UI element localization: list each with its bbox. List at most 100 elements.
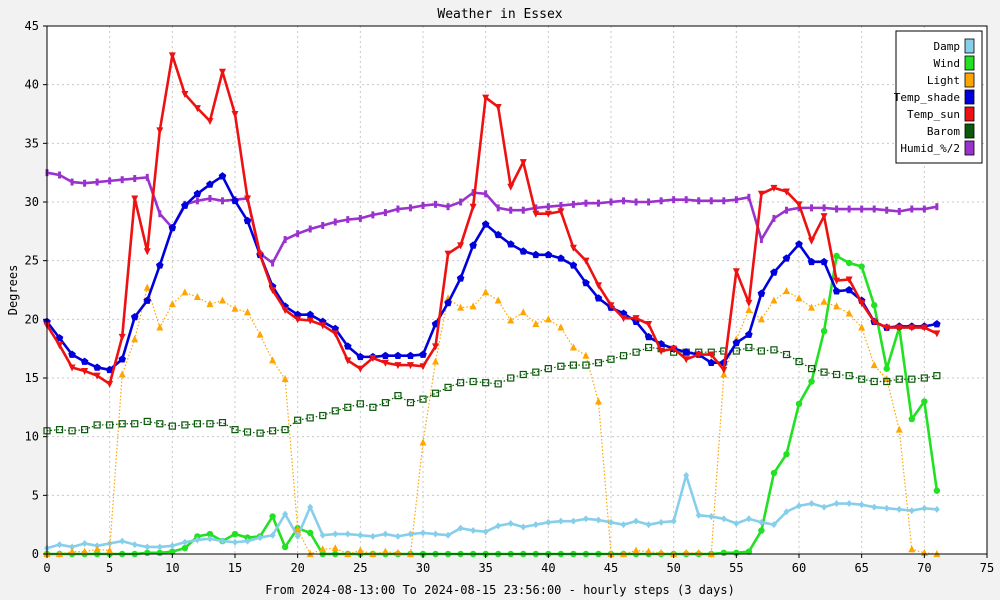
data-point-barom [469,377,477,386]
data-point-damp [570,517,577,525]
data-point-light [206,300,214,308]
data-point-wind [820,327,828,335]
data-point-damp [858,501,865,509]
data-point-temp-shade [557,254,565,262]
data-point-temp-shade [331,324,340,333]
x-tick-label: 65 [854,561,868,575]
data-point-humid-2 [346,216,350,224]
data-point-wind [144,549,151,557]
data-point-damp [908,507,915,515]
data-point-barom [644,343,653,352]
data-point-humid-2 [58,171,62,179]
legend-label-wind: Wind [934,57,961,70]
data-point-humid-2 [609,198,613,206]
data-point-temp-shade [770,268,778,276]
data-point-wind [833,252,840,260]
data-point-temp-shade [118,355,126,363]
data-point-humid-2 [784,206,788,214]
axis-ticks: 0 5 10 15 20 25 30 35 40 45 50 55 60 65 70 75 0 5 10 15 20 25… [25,19,995,575]
data-point-damp [846,500,853,508]
data-point-light [532,320,540,328]
data-point-temp-sun [620,315,628,323]
data-point-barom [494,380,502,388]
data-point-temp-sun [469,203,477,211]
data-point-temp-shade [55,334,64,342]
data-point-temp-sun [557,208,565,216]
data-point-temp-shade [644,332,653,341]
data-point-barom [870,377,878,386]
data-point-temp-sun [344,357,352,365]
data-point-damp [796,502,802,510]
data-point-humid-2 [571,200,575,208]
data-point-damp [733,519,740,527]
data-point-light [770,296,778,304]
data-point-temp-shade [933,320,941,328]
data-point-humid-2 [145,173,149,181]
data-point-wind [231,530,239,538]
data-point-light [895,425,903,433]
data-point-humid-2 [158,210,162,218]
data-point-temp-sun [607,302,615,310]
data-point-barom [68,427,76,435]
data-point-temp-shade [344,342,352,350]
data-point-humid-2 [772,214,776,222]
data-point-damp [608,518,614,526]
data-point-humid-2 [734,196,738,204]
data-point-damp [194,536,201,544]
x-tick-label: 20 [290,561,304,575]
grid [47,26,987,554]
data-point-temp-shade [494,230,502,239]
data-point-temp-shade [519,247,528,255]
data-point-wind [858,263,865,270]
data-point-temp-shade [206,180,214,188]
data-point-light [319,545,327,553]
data-point-wind [206,530,214,538]
data-point-barom [444,383,452,391]
data-point-temp-sun [808,237,816,245]
data-point-temp-sun [256,251,264,259]
series-barom [43,343,941,437]
data-point-humid-2 [822,204,826,212]
data-point-light [432,357,440,365]
data-point-barom [507,374,515,382]
data-point-light [469,302,477,310]
data-point-humid-2 [408,204,412,212]
data-point-humid-2 [509,206,513,214]
data-point-humid-2 [484,190,488,198]
data-point-light [494,296,502,304]
data-point-humid-2 [271,259,275,267]
data-point-light [745,305,753,313]
data-point-temp-shade [218,172,227,180]
data-point-temp-shade [832,287,841,295]
data-point-barom [306,414,314,422]
data-point-barom [933,372,941,380]
data-point-temp-shade [381,351,390,360]
data-point-damp [783,508,790,516]
data-point-light [594,397,602,405]
data-point-light [281,375,289,383]
data-point-damp [119,537,126,545]
data-point-temp-shade [469,241,477,249]
data-point-damp [319,531,326,539]
data-point-damp [933,505,940,513]
data-point-barom [319,411,327,420]
x-tick-label: 70 [917,561,931,575]
chart-title: Weather in Essex [437,7,562,22]
data-point-barom [93,421,101,429]
data-point-temp-shade [293,310,302,318]
data-point-barom [895,375,903,383]
data-point-barom [181,421,189,429]
data-point-temp-sun [645,321,653,329]
x-tick-label: 75 [980,561,994,575]
data-point-barom [381,399,389,407]
legend-swatch-barom [964,123,975,139]
data-point-temp-sun [920,324,928,332]
data-point-temp-sun [682,356,690,364]
data-point-humid-2 [83,179,87,187]
data-point-light [519,308,527,316]
data-point-barom [55,426,64,434]
data-point-humid-2 [546,203,550,211]
legend-label-temp-shade: Temp_shade [894,91,960,104]
data-point-barom [544,365,552,373]
data-point-temp-sun [381,359,389,367]
